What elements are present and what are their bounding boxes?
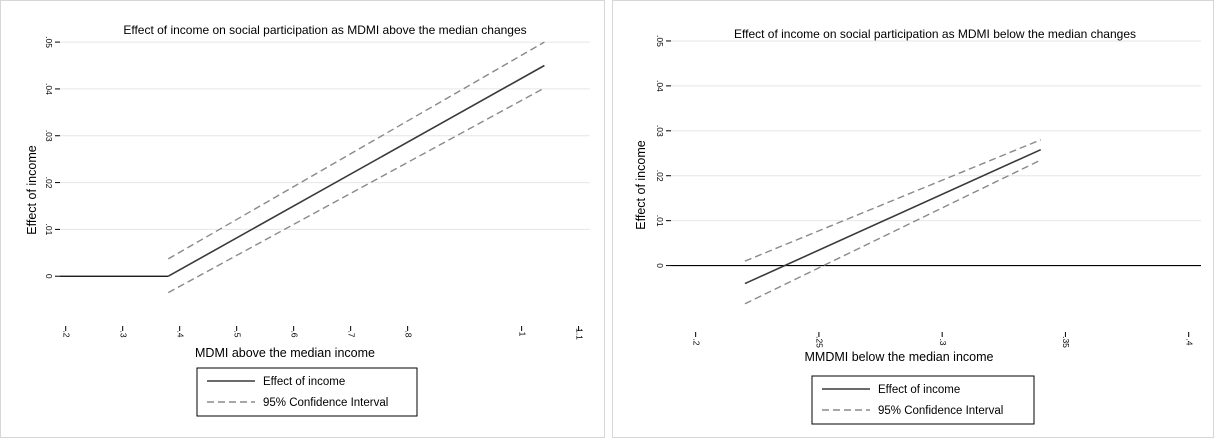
x-tick-label: .4 (175, 330, 185, 337)
x-axis-label: MMDMI below the median income (805, 350, 994, 364)
x-tick-label: 1 (517, 332, 527, 337)
chart-panel-2: 0 .01 .02 .03 .04 .05 .2 .25 .3 .35 .4 Effect of in… (612, 0, 1214, 438)
ci-bound-line (744, 139, 1042, 262)
legend-label-effect: Effect of income (263, 376, 345, 388)
x-tick-label: .25 (815, 336, 825, 348)
effect-line (744, 148, 1042, 285)
legend-box (811, 375, 1035, 425)
y-tick-label: .02 (44, 177, 54, 189)
legend: Effect of income 95% Confidence Interval (811, 375, 1035, 425)
legend-box (196, 367, 418, 417)
x-tick-label: .8 (403, 330, 413, 337)
chart-title: Effect of income on social participation… (123, 23, 526, 37)
y-tick-label: .05 (44, 36, 54, 48)
y-tick-label: .04 (44, 83, 54, 95)
x-tick-label: .3 (118, 330, 128, 337)
y-tick-label: 0 (44, 274, 54, 279)
y-tick-label: .03 (44, 130, 54, 142)
x-tick-label: .35 (1061, 336, 1071, 348)
x-tick-label: .5 (232, 330, 242, 337)
panel-frame (0, 0, 605, 438)
y-tick-label: .04 (655, 80, 665, 92)
legend-label-effect: Effect of income (878, 384, 960, 396)
y-axis-label: Effect of income (25, 145, 39, 234)
legend: Effect of income 95% Confidence Interval (196, 367, 418, 417)
y-tick-label: .03 (655, 125, 665, 137)
x-tick-label: .4 (1184, 338, 1194, 345)
x-tick-label: .3 (938, 338, 948, 345)
x-tick-label: .2 (61, 330, 71, 337)
x-axis-label: MDMI above the median income (195, 346, 375, 360)
legend-label-ci: 95% Confidence Interval (878, 405, 1003, 417)
legend-label-ci: 95% Confidence Interval (263, 397, 388, 409)
ci-bound-line (167, 41, 545, 260)
chart-panel-1: 0 .01 .02 .03 .04 .05 .2 .3 .4 .5 .6 .7 .8 1 1.1 Effect… (0, 0, 605, 438)
y-axis-label: Effect of income (634, 140, 648, 229)
x-tick-label: .6 (289, 330, 299, 337)
ci-bound-line (167, 87, 545, 294)
x-tick-label: .7 (346, 330, 356, 337)
x-tick-label: .2 (691, 338, 701, 345)
x-tick-label: 1.1 (574, 328, 584, 340)
effect-line (167, 64, 545, 277)
y-tick-label: 0 (655, 263, 665, 268)
panel-frame (612, 0, 1214, 438)
y-tick-label: .01 (655, 215, 665, 227)
y-tick-label: .01 (44, 223, 54, 235)
y-tick-label: .02 (655, 170, 665, 182)
chart-title: Effect of income on social participation… (734, 27, 1136, 41)
y-tick-label: .05 (655, 35, 665, 47)
